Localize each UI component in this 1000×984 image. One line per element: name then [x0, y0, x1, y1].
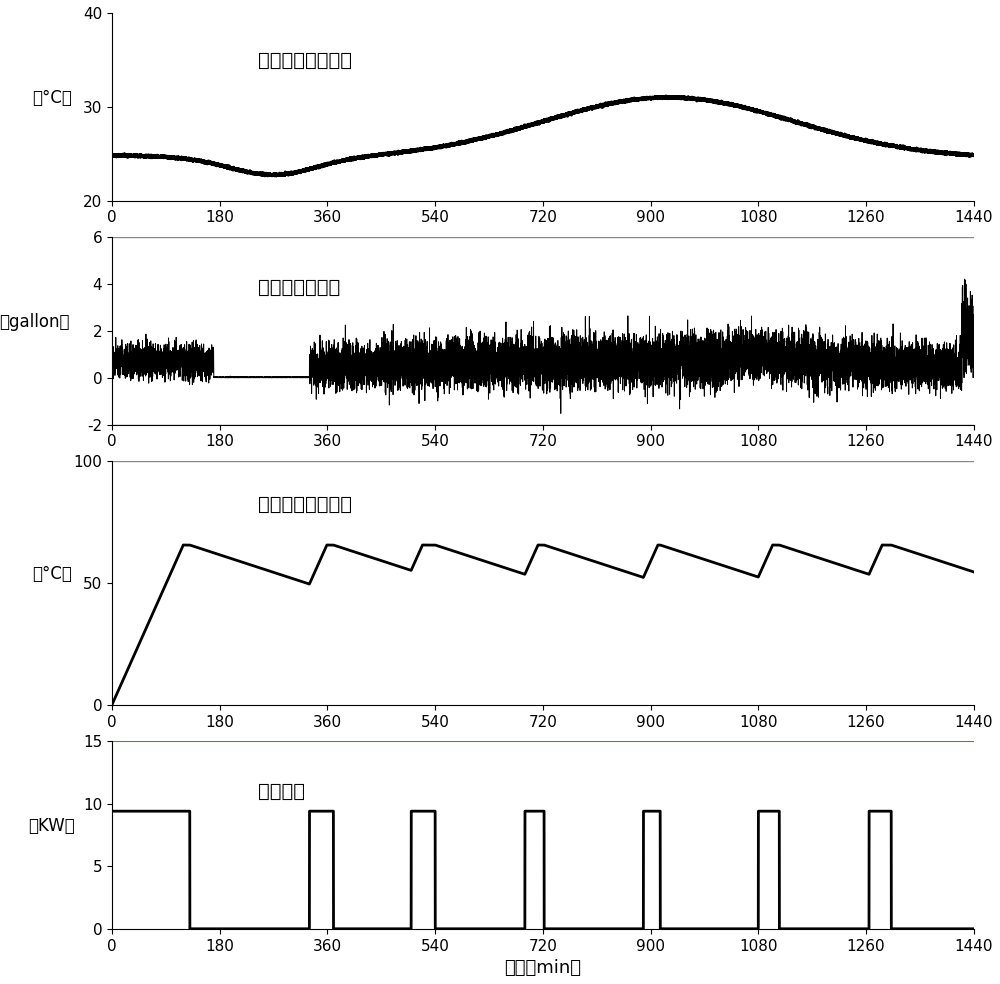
X-axis label: 时间（min）: 时间（min）: [504, 959, 581, 977]
Y-axis label: （°C）: （°C）: [32, 565, 72, 583]
Text: 用水量变化曲线: 用水量变化曲线: [258, 278, 341, 297]
Y-axis label: （gallon）: （gallon）: [0, 313, 70, 331]
Text: 室外温度变化曲线: 室外温度变化曲线: [258, 50, 352, 70]
Y-axis label: （°C）: （°C）: [32, 89, 72, 107]
Text: 室内温度变化曲线: 室内温度变化曲线: [258, 495, 352, 514]
Text: 消耗功率: 消耗功率: [258, 782, 305, 801]
Y-axis label: （KW）: （KW）: [28, 817, 75, 835]
